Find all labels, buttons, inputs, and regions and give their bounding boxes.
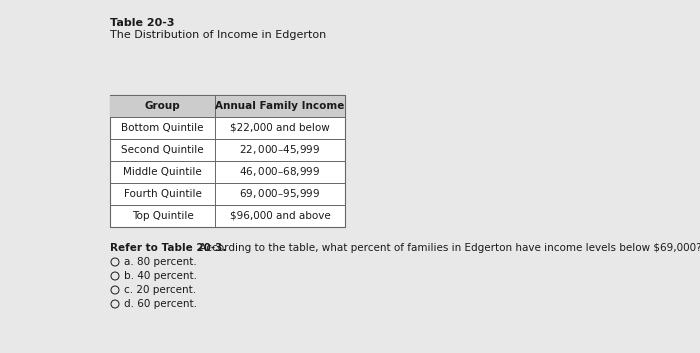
Text: According to the table, what percent of families in Edgerton have income levels : According to the table, what percent of … <box>196 243 700 253</box>
Text: $69,000–$95,999: $69,000–$95,999 <box>239 187 321 201</box>
Text: Table 20-3: Table 20-3 <box>110 18 174 28</box>
Text: b. 40 percent.: b. 40 percent. <box>124 271 197 281</box>
Text: $96,000 and above: $96,000 and above <box>230 211 330 221</box>
Text: Second Quintile: Second Quintile <box>121 145 204 155</box>
Text: Group: Group <box>145 101 181 111</box>
Text: $22,000 and below: $22,000 and below <box>230 123 330 133</box>
Bar <box>110 95 345 117</box>
Text: The Distribution of Income in Edgerton: The Distribution of Income in Edgerton <box>110 30 326 40</box>
Text: Bottom Quintile: Bottom Quintile <box>121 123 204 133</box>
Text: Fourth Quintile: Fourth Quintile <box>124 189 202 199</box>
Text: c. 20 percent.: c. 20 percent. <box>124 285 196 295</box>
Bar <box>110 95 345 227</box>
Text: $22,000–$45,999: $22,000–$45,999 <box>239 144 321 156</box>
Text: Top Quintile: Top Quintile <box>132 211 193 221</box>
Text: Refer to Table 20-3.: Refer to Table 20-3. <box>110 243 226 253</box>
Text: d. 60 percent.: d. 60 percent. <box>124 299 197 309</box>
Text: Annual Family Income: Annual Family Income <box>216 101 344 111</box>
Text: a. 80 percent.: a. 80 percent. <box>124 257 197 267</box>
Text: Middle Quintile: Middle Quintile <box>123 167 202 177</box>
Text: $46,000–$68,999: $46,000–$68,999 <box>239 166 321 179</box>
